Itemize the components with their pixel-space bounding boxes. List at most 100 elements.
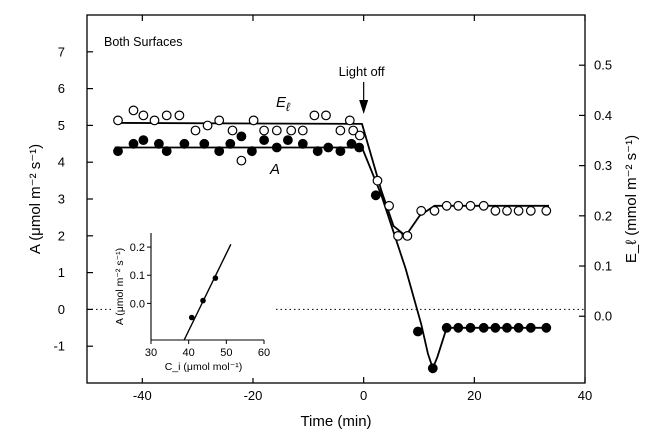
a-data-point bbox=[271, 142, 282, 153]
el-data-point bbox=[174, 110, 185, 121]
el-data-point bbox=[149, 115, 160, 126]
inset-y-tick-label: 0.0 bbox=[130, 298, 145, 310]
y-right-axis-label: E_ℓ (mmol m⁻² s⁻¹) bbox=[623, 135, 640, 263]
a-data-point bbox=[441, 322, 452, 333]
a-data-point bbox=[225, 138, 236, 149]
el-data-point bbox=[202, 120, 213, 131]
el-data-point bbox=[502, 205, 512, 216]
el-data-point bbox=[248, 115, 259, 126]
el-data-point bbox=[441, 200, 452, 211]
el-data-point bbox=[354, 130, 365, 141]
el-data-point bbox=[227, 125, 238, 136]
inset-y-tick-label: 0.2 bbox=[130, 242, 145, 254]
inset-background bbox=[111, 223, 274, 378]
y-right-tick-label: 0.3 bbox=[594, 158, 612, 173]
a-data-point bbox=[346, 138, 357, 149]
el-data-point bbox=[453, 200, 464, 211]
el-data-point bbox=[478, 200, 489, 211]
y-left-tick-label: 7 bbox=[58, 44, 65, 59]
y-left-tick-label: -1 bbox=[53, 339, 65, 354]
a-data-point bbox=[179, 138, 190, 149]
el-data-point bbox=[297, 125, 308, 136]
el-data-point bbox=[525, 205, 536, 216]
y-left-tick-label: 3 bbox=[58, 192, 65, 207]
a-data-point bbox=[354, 142, 365, 153]
a-data-point bbox=[513, 322, 524, 333]
y-right-tick-label: 0.4 bbox=[594, 108, 612, 123]
el-data-point bbox=[490, 205, 501, 216]
y-left-tick-label: 6 bbox=[58, 81, 65, 96]
a-series-label: A bbox=[269, 161, 280, 178]
x-tick-label: 0 bbox=[360, 388, 367, 403]
panel-label: Both Surfaces bbox=[104, 35, 183, 49]
y-right-tick-label: 0.1 bbox=[594, 259, 612, 274]
inset-x-tick-label: 60 bbox=[258, 347, 270, 359]
el-data-point bbox=[513, 205, 524, 216]
a-data-point bbox=[199, 138, 210, 149]
inset-fit-line bbox=[183, 243, 232, 341]
el-data-point bbox=[429, 205, 440, 216]
el-data-point bbox=[465, 200, 476, 211]
y-right-tick-label: 0.5 bbox=[594, 58, 612, 73]
a-data-point bbox=[312, 146, 323, 157]
a-data-point bbox=[153, 138, 164, 149]
el-data-point bbox=[113, 115, 123, 126]
inset-x-tick-label: 40 bbox=[183, 347, 195, 359]
y-left-tick-label: 4 bbox=[58, 155, 65, 170]
a-data-point bbox=[138, 135, 149, 146]
el-data-point bbox=[416, 205, 427, 216]
a-data-point bbox=[413, 326, 423, 337]
a-data-point bbox=[128, 138, 139, 149]
inset-data-point bbox=[188, 314, 195, 321]
y-right-tick-label: 0.0 bbox=[594, 309, 612, 324]
y-left-tick-label: 0 bbox=[58, 302, 65, 317]
a-data-point bbox=[541, 322, 552, 333]
x-tick-label: 20 bbox=[467, 388, 481, 403]
el-data-point bbox=[384, 200, 395, 211]
a-data-point bbox=[370, 190, 381, 201]
light-off-arrow-head bbox=[359, 100, 369, 114]
el-data-point bbox=[372, 175, 383, 186]
y-left-axis-label: A (μmol m⁻² s⁻¹) bbox=[27, 144, 44, 254]
el-data-point bbox=[161, 110, 172, 121]
a-data-point bbox=[246, 146, 257, 157]
inset-y-axis-label: A (μmol m⁻² s⁻¹) bbox=[114, 248, 126, 325]
a-fit-line bbox=[114, 146, 549, 370]
el-data-point bbox=[321, 110, 331, 121]
inset-data-point bbox=[200, 297, 206, 304]
a-data-point bbox=[113, 146, 123, 157]
light-off-label: Light off bbox=[339, 64, 385, 79]
el-data-point bbox=[335, 125, 346, 136]
a-data-point bbox=[465, 322, 476, 333]
el-fit-line bbox=[114, 122, 549, 237]
a-data-point bbox=[525, 322, 536, 333]
y-left-tick-label: 1 bbox=[58, 265, 65, 280]
inset-x-axis-label: C_i (μmol mol⁻¹) bbox=[165, 361, 243, 373]
el-data-point bbox=[190, 125, 201, 136]
inset-data-point bbox=[212, 275, 219, 281]
el-data-point bbox=[402, 230, 413, 241]
el-data-point bbox=[393, 230, 403, 241]
el-data-point bbox=[286, 125, 297, 136]
el-data-point bbox=[138, 110, 149, 121]
y-left-tick-label: 2 bbox=[58, 228, 65, 243]
a-data-point bbox=[283, 135, 293, 146]
a-data-point bbox=[297, 138, 308, 149]
x-axis-label: Time (min) bbox=[300, 413, 371, 430]
y-right-tick-label: 0.2 bbox=[594, 208, 612, 223]
inset-y-tick-label: 0.1 bbox=[130, 270, 145, 282]
a-data-point bbox=[236, 131, 247, 142]
el-data-point bbox=[309, 110, 320, 121]
y-left-tick-label: 5 bbox=[58, 118, 65, 133]
inset-x-tick-label: 50 bbox=[220, 347, 232, 359]
x-tick-label: -40 bbox=[133, 388, 152, 403]
a-data-point bbox=[490, 322, 501, 333]
el-series-label: Eℓ bbox=[276, 94, 291, 114]
a-data-point bbox=[502, 322, 512, 333]
inset-x-tick-label: 30 bbox=[145, 347, 157, 359]
el-data-point bbox=[541, 205, 552, 216]
el-data-point bbox=[259, 125, 270, 136]
a-data-point bbox=[214, 146, 225, 157]
x-tick-label: -20 bbox=[244, 388, 263, 403]
